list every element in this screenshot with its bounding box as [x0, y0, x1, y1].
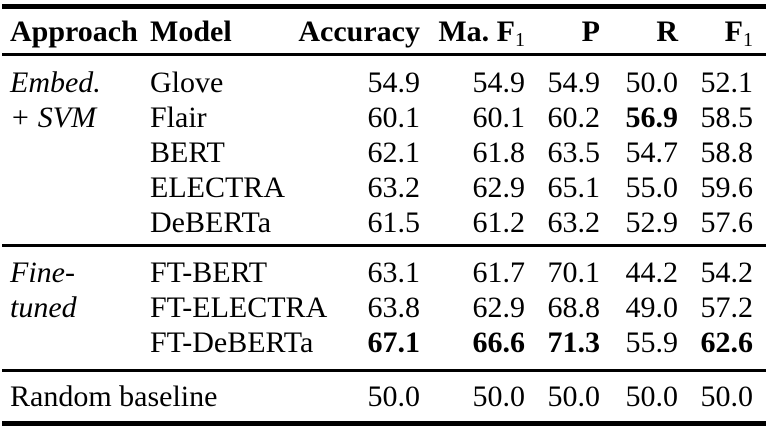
cell-accuracy: 61.5 — [367, 206, 421, 239]
header-f1-label: F — [724, 15, 743, 48]
cell-precision: 63.2 — [547, 206, 601, 239]
header-f1: F1 — [724, 14, 753, 51]
cell-precision: 50.0 — [547, 380, 601, 413]
cell-accuracy: 50.0 — [367, 380, 421, 413]
cell-model: BERT — [150, 136, 225, 169]
cell-model: Flair — [150, 101, 207, 134]
cell-model: FT-ELECTRA — [150, 291, 328, 324]
table-row: BERT 62.1 61.8 63.5 54.7 58.8 — [0, 135, 769, 170]
header-accuracy: Accuracy — [298, 15, 420, 48]
baseline-row: Random baseline 50.0 50.0 50.0 50.0 50.0 — [0, 379, 769, 414]
cell-accuracy: 62.1 — [367, 136, 421, 169]
header-row: Approach Model Accuracy Ma. F1 P R F1 — [0, 14, 769, 51]
cell-macro-f1: 61.7 — [472, 256, 526, 289]
header-macro-f1-sub: 1 — [515, 29, 525, 51]
cell-recall: 55.0 — [625, 171, 679, 204]
cell-accuracy: 54.9 — [367, 66, 421, 99]
cell-f1: 58.8 — [700, 136, 754, 169]
baseline-divider-rule — [2, 369, 766, 372]
cell-f1: 58.5 — [700, 101, 754, 134]
cell-macro-f1: 62.9 — [472, 291, 526, 324]
cell-macro-f1: 54.9 — [472, 66, 526, 99]
cell-model: ELECTRA — [150, 171, 285, 204]
cell-recall: 55.9 — [625, 326, 679, 359]
cell-recall: 44.2 — [625, 256, 679, 289]
header-recall: R — [656, 15, 678, 48]
cell-accuracy: 67.1 — [367, 326, 421, 359]
header-macro-f1-label: Ma. F — [438, 15, 515, 48]
cell-approach: tuned — [10, 291, 77, 324]
cell-recall: 52.9 — [625, 206, 679, 239]
cell-f1: 50.0 — [700, 380, 754, 413]
cell-recall: 49.0 — [625, 291, 679, 324]
cell-accuracy: 60.1 — [367, 101, 421, 134]
cell-approach: + SVM — [10, 101, 97, 134]
cell-accuracy: 63.1 — [367, 256, 421, 289]
cell-macro-f1: 61.8 — [472, 136, 526, 169]
cell-f1: 54.2 — [700, 256, 754, 289]
cell-approach: Embed. — [10, 66, 101, 99]
cell-macro-f1: 60.1 — [472, 101, 526, 134]
table-row: DeBERTa 61.5 61.2 63.2 52.9 57.6 — [0, 205, 769, 240]
header-macro-f1: Ma. F1 — [438, 14, 525, 51]
header-f1-sub: 1 — [743, 29, 753, 51]
table-row: Embed. Glove 54.9 54.9 54.9 50.0 52.1 — [0, 65, 769, 100]
cell-precision: 71.3 — [547, 326, 601, 359]
bottom-rule — [2, 421, 766, 426]
cell-f1: 52.1 — [700, 66, 754, 99]
cell-model: Glove — [150, 66, 224, 99]
table-row: Fine- FT-BERT 63.1 61.7 70.1 44.2 54.2 — [0, 255, 769, 290]
table-row: + SVM Flair 60.1 60.1 60.2 56.9 58.5 — [0, 100, 769, 135]
cell-macro-f1: 62.9 — [472, 171, 526, 204]
header-rule — [2, 53, 766, 56]
cell-recall: 50.0 — [625, 380, 679, 413]
cell-accuracy: 63.8 — [367, 291, 421, 324]
cell-precision: 70.1 — [547, 256, 601, 289]
table-row: tuned FT-ELECTRA 63.8 62.9 68.8 49.0 57.… — [0, 290, 769, 325]
table-row: FT-DeBERTa 67.1 66.6 71.3 55.9 62.6 — [0, 325, 769, 360]
cell-recall: 56.9 — [625, 101, 679, 134]
cell-precision: 65.1 — [547, 171, 601, 204]
cell-model: FT-DeBERTa — [150, 326, 314, 359]
cell-f1: 62.6 — [700, 326, 754, 359]
cell-precision: 63.5 — [547, 136, 601, 169]
cell-macro-f1: 50.0 — [472, 380, 526, 413]
cell-approach: Fine- — [10, 256, 75, 289]
cell-f1: 59.6 — [700, 171, 754, 204]
header-precision: P — [581, 15, 600, 48]
cell-precision: 60.2 — [547, 101, 601, 134]
cell-precision: 68.8 — [547, 291, 601, 324]
cell-recall: 50.0 — [625, 66, 679, 99]
baseline-label: Random baseline — [10, 380, 218, 413]
cell-f1: 57.6 — [700, 206, 754, 239]
section-divider-rule — [2, 244, 766, 247]
cell-macro-f1: 66.6 — [472, 326, 526, 359]
table-row: ELECTRA 63.2 62.9 65.1 55.0 59.6 — [0, 170, 769, 205]
cell-macro-f1: 61.2 — [472, 206, 526, 239]
header-approach: Approach — [10, 15, 138, 48]
cell-recall: 54.7 — [625, 136, 679, 169]
cell-f1: 57.2 — [700, 291, 754, 324]
cell-precision: 54.9 — [547, 66, 601, 99]
top-rule — [2, 4, 766, 9]
header-model: Model — [150, 15, 232, 48]
cell-accuracy: 63.2 — [367, 171, 421, 204]
cell-model: FT-BERT — [150, 256, 268, 289]
cell-model: DeBERTa — [150, 206, 272, 239]
